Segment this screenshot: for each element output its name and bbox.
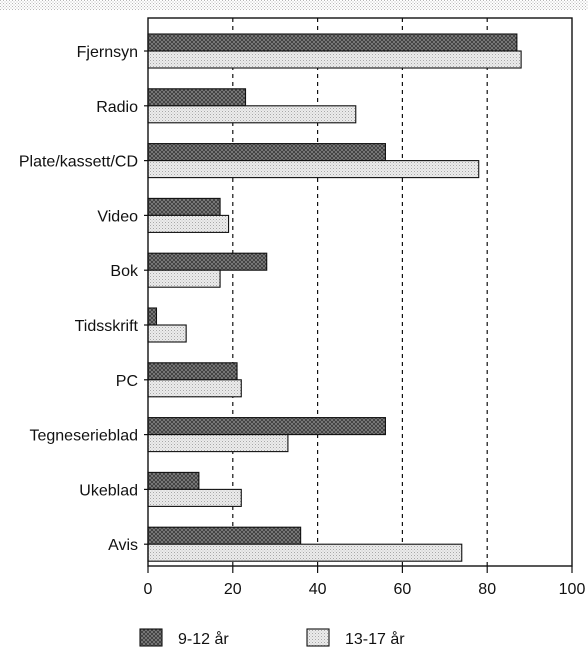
bar-series2 — [147, 50, 522, 69]
category-label: Radio — [96, 99, 138, 116]
bar-series2 — [147, 543, 463, 562]
x-tick-label: 80 — [478, 581, 496, 598]
bar-series1 — [147, 362, 238, 381]
category-label: Bok — [110, 263, 139, 280]
bar-series1 — [147, 143, 386, 162]
bar-series2 — [147, 379, 242, 398]
bar-series2 — [147, 160, 480, 179]
legend: 9-12 år 13-17 år — [139, 628, 405, 648]
bar-series2 — [147, 324, 187, 343]
bar-series2 — [147, 434, 289, 453]
category-label: Avis — [108, 537, 138, 554]
bar-series1 — [147, 307, 158, 326]
category-label: Tidsskrift — [75, 318, 139, 335]
plot-border — [147, 17, 573, 567]
category-label: Plate/kassett/CD — [19, 154, 138, 171]
bar-series2 — [147, 105, 357, 124]
legend-swatch — [306, 628, 330, 647]
category-label: Ukeblad — [79, 482, 138, 499]
category-labels: Fjernsyn Radio Plate/kassett/CD Video Bok Tid… — [19, 44, 148, 554]
category-label: Video — [97, 208, 138, 225]
category-label: PC — [116, 373, 138, 390]
bar-series1 — [147, 88, 247, 107]
bar-series2 — [147, 488, 242, 507]
legend-swatch — [139, 628, 163, 647]
legend-label: 13-17 år — [345, 630, 405, 648]
bar-series1 — [147, 526, 302, 545]
bar-series1 — [147, 33, 518, 52]
x-axis: 0 20 40 60 80 100 — [144, 566, 586, 598]
x-tick-label: 60 — [394, 581, 412, 598]
plot-frame — [147, 17, 573, 567]
category-label: Tegneserieblad — [29, 428, 138, 445]
legend-label: 9-12 år — [178, 630, 229, 648]
gridlines — [232, 18, 488, 566]
bars — [147, 33, 522, 562]
bar-series1 — [147, 252, 268, 271]
bar-series2 — [147, 214, 230, 233]
x-tick-label: 100 — [559, 581, 586, 598]
cropped-title-strip — [0, 0, 588, 10]
x-tick-label: 0 — [144, 581, 153, 598]
x-tick-label: 40 — [309, 581, 327, 598]
bar-series1 — [147, 417, 386, 436]
bar-series2 — [147, 269, 221, 288]
bar-series1 — [147, 471, 200, 490]
bar-series1 — [147, 197, 221, 216]
x-tick-label: 20 — [224, 581, 242, 598]
category-label: Fjernsyn — [77, 44, 138, 61]
